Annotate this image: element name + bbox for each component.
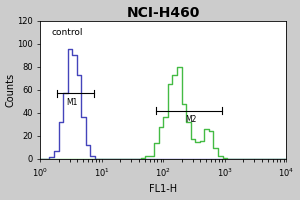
X-axis label: FL1-H: FL1-H: [149, 184, 177, 194]
Text: M1: M1: [66, 98, 77, 107]
Text: M2: M2: [186, 115, 197, 124]
Title: NCI-H460: NCI-H460: [127, 6, 200, 20]
Text: control: control: [51, 28, 83, 37]
Y-axis label: Counts: Counts: [6, 73, 16, 107]
